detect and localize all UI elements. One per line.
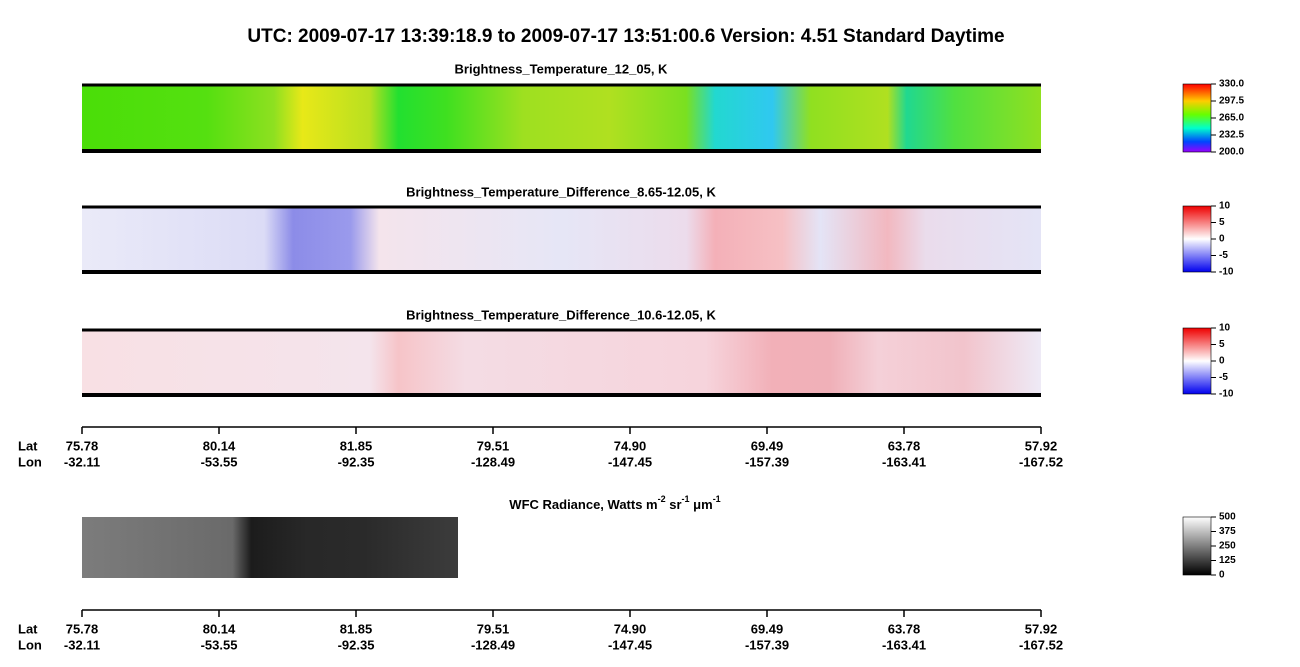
colorbar-label: -10 [1219,389,1234,400]
lon-value: -147.45 [608,454,652,469]
lon-value: -157.39 [745,454,789,469]
superscript: -1 [682,494,690,504]
lat-value: 80.14 [203,621,236,636]
colorbar-label: 125 [1219,555,1236,566]
colorbar-label: 500 [1219,512,1236,523]
lat-value: 69.49 [751,621,784,636]
lon-value: -128.49 [471,454,515,469]
colorbar-label: 250 [1219,541,1236,552]
panel-title: Brightness_Temperature_Difference_10.6-1… [406,307,716,322]
lat-value: 80.14 [203,438,236,453]
lon-value: -92.35 [338,454,375,469]
colorbar-label: 10 [1219,323,1231,334]
colorbar [1182,205,1212,273]
lon-label: Lon [18,454,42,469]
lat-value: 57.92 [1025,438,1058,453]
wfc-title: WFC Radiance, Watts m-2 sr-1 μm-1 [509,494,720,512]
lat-label: Lat [18,438,38,453]
lat-value: 57.92 [1025,621,1058,636]
lon-value: -92.35 [338,637,375,652]
colorbar [1182,83,1212,153]
lat-value: 79.51 [477,621,510,636]
colorbar-label: -10 [1219,267,1234,278]
lon-value: -147.45 [608,637,652,652]
lon-value: -157.39 [745,637,789,652]
lat-value: 63.78 [888,438,921,453]
colorbar-label: 297.5 [1219,96,1244,107]
colorbar-label: 375 [1219,526,1236,537]
image-strip [82,85,1041,151]
superscript: -1 [713,494,721,504]
title-part: sr [666,497,682,512]
colorbar-label: 5 [1219,339,1225,350]
lat-value: 69.49 [751,438,784,453]
colorbar-label: 200.0 [1219,147,1244,158]
image-strip [82,330,1041,395]
title-part: μm [690,497,713,512]
lat-value: 74.90 [614,621,647,636]
image-strip [82,517,458,578]
colorbar-label: 0 [1219,570,1225,581]
lon-value: -128.49 [471,637,515,652]
lat-label: Lat [18,621,38,636]
colorbar-label: 232.5 [1219,130,1244,141]
image-strip [82,207,1041,272]
lat-value: 79.51 [477,438,510,453]
lon-value: -163.41 [882,454,926,469]
lon-value: -163.41 [882,637,926,652]
colorbar [1182,327,1212,395]
colorbar-label: 330.0 [1219,79,1244,90]
lat-value: 81.85 [340,438,373,453]
superscript: -2 [658,494,666,504]
page-title: UTC: 2009-07-17 13:39:18.9 to 2009-07-17… [247,26,1004,47]
lat-value: 63.78 [888,621,921,636]
lat-value: 75.78 [66,621,99,636]
colorbar-label: 0 [1219,234,1225,245]
lat-value: 81.85 [340,621,373,636]
lat-value: 74.90 [614,438,647,453]
colorbar-label: 265.0 [1219,113,1244,124]
lat-value: 75.78 [66,438,99,453]
colorbar-label: 5 [1219,217,1225,228]
colorbar-label: 0 [1219,356,1225,367]
lon-value: -53.55 [201,637,238,652]
colorbar-label: -5 [1219,372,1228,383]
title-part: WFC Radiance, Watts m [509,497,657,512]
lon-label: Lon [18,637,42,652]
colorbar-label: -5 [1219,250,1228,261]
panel-title: Brightness_Temperature_Difference_8.65-1… [406,184,716,199]
lon-value: -32.11 [64,637,100,652]
colorbar-label: 10 [1219,201,1231,212]
lon-value: -167.52 [1019,454,1063,469]
lon-value: -53.55 [201,454,238,469]
lon-value: -32.11 [64,454,100,469]
panel-title: Brightness_Temperature_12_05, K [455,61,669,76]
lon-value: -167.52 [1019,637,1063,652]
colorbar [1182,516,1212,576]
